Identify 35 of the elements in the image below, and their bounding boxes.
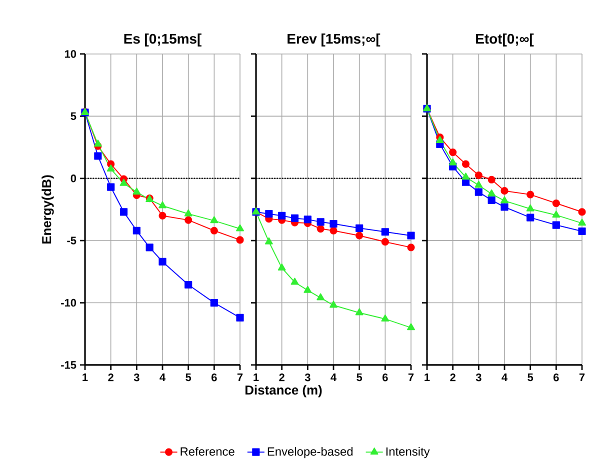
x-tick-label: 4 [502, 374, 508, 382]
x-tick-label: 1 [254, 374, 259, 382]
y-tick-label: 5 [70, 112, 76, 120]
x-tick-label: 7 [237, 374, 243, 382]
x-tick-label: 7 [579, 374, 585, 382]
x-tick-label: 7 [408, 374, 414, 382]
x-tick-label: 2 [450, 374, 456, 382]
legend-label: Intensity [386, 446, 430, 458]
x-tick-label: 5 [528, 374, 534, 382]
x-tick-label: 5 [356, 374, 362, 382]
y-tick-label: -15 [61, 361, 76, 369]
x-tick-label: 1 [424, 374, 430, 382]
x-tick-label: 5 [186, 374, 192, 382]
legend-label: Reference [180, 446, 234, 456]
y-tick-label: -10 [61, 298, 76, 307]
x-tick-label: 6 [554, 374, 559, 382]
x-tick-label: 2 [108, 374, 114, 382]
x-tick-label: 3 [476, 374, 482, 382]
x-tick-label: 6 [212, 374, 217, 382]
y-axis-title: Energy(dB) [42, 175, 54, 244]
chart-title: Etot[0;∞[ [476, 33, 534, 46]
x-tick-label: 3 [304, 374, 310, 382]
x-tick-label: 3 [134, 374, 140, 382]
legend-label: Envelope-based [268, 446, 353, 458]
x-tick-label: 4 [160, 374, 166, 382]
y-tick-label: -5 [67, 236, 76, 244]
y-tick-label: 0 [70, 174, 76, 182]
chart-title: Erev [15ms;∞[ [288, 33, 380, 46]
x-tick-label: 6 [382, 374, 388, 382]
y-tick-label: 10 [64, 50, 76, 58]
x-tick-label: 2 [279, 374, 284, 382]
x-tick-label: 1 [82, 374, 88, 382]
x-axis-title: Distance (m) [246, 385, 322, 398]
x-tick-label: 4 [330, 374, 336, 382]
chart-title: Es [0;15ms[ [124, 33, 202, 46]
